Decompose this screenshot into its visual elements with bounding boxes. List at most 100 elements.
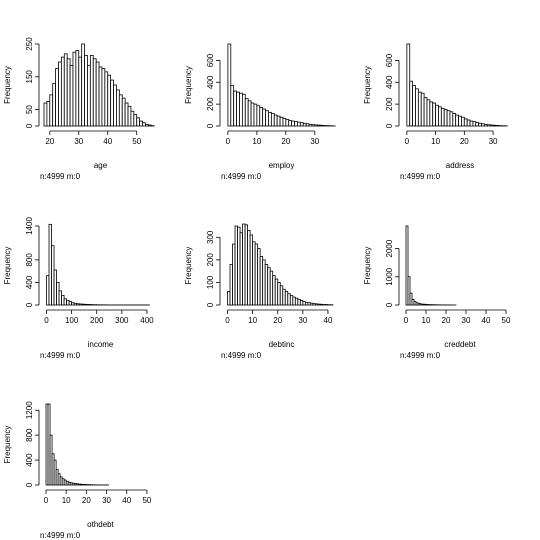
y-tick-label: 0 xyxy=(385,302,394,307)
histogram-bar xyxy=(484,123,488,127)
x-tick-label: 40 xyxy=(103,137,112,146)
histogram-bar xyxy=(478,122,482,127)
histogram-bar xyxy=(486,124,491,127)
sample-size-note: n:4999 m:0 xyxy=(40,531,81,540)
sample-size-note: n:4999 m:0 xyxy=(400,351,441,360)
histogram-bar xyxy=(136,117,141,127)
histogram-bar xyxy=(127,105,132,127)
histogram-bar xyxy=(142,122,146,127)
histogram-bar xyxy=(92,58,97,127)
y-tick-label: 0 xyxy=(25,123,34,128)
y-tick-label: 400 xyxy=(206,75,215,89)
histogram-bar xyxy=(81,43,85,127)
y-tick-label: 1000 xyxy=(385,267,394,285)
sample-size-note: n:4999 m:0 xyxy=(400,172,441,181)
x-tick-label: 0 xyxy=(404,316,409,325)
histogram-bar xyxy=(475,122,480,127)
histogram-bar xyxy=(118,94,123,127)
histogram-bar xyxy=(247,100,252,127)
histogram-bar xyxy=(412,85,416,127)
histogram-bar xyxy=(317,124,322,127)
y-tick-label: 400 xyxy=(385,75,394,89)
histogram-bar xyxy=(268,111,272,127)
x-tick-label: 20 xyxy=(273,316,282,325)
histogram-bar xyxy=(285,119,290,127)
x-tick-label: 30 xyxy=(462,316,471,325)
y-axis-title: Frequency xyxy=(184,247,193,285)
histogram-bar xyxy=(405,225,409,306)
y-tick-label: 200 xyxy=(206,253,215,267)
histogram-bar xyxy=(461,116,465,127)
histogram-bar xyxy=(305,123,310,127)
y-tick-label: 200 xyxy=(385,97,394,111)
histogram-bar xyxy=(299,122,304,127)
histogram-othdebt: 0 10 20 30 40 50 0 400 800 1200 Frequency othdebt n:… xyxy=(3,401,152,540)
histogram-bar xyxy=(145,123,149,127)
histogram-bar xyxy=(87,64,91,127)
y-tick-label: 400 xyxy=(25,275,34,289)
histogram-bar xyxy=(415,88,419,127)
histogram-bar xyxy=(435,104,439,127)
histogram-bar xyxy=(308,123,313,127)
histogram-bar xyxy=(417,91,422,127)
y-tick-label: 50 xyxy=(25,105,34,114)
histogram-bar xyxy=(472,121,477,127)
histogram-bar xyxy=(463,118,468,127)
histogram-bar xyxy=(288,120,293,127)
histogram-debtinc: 0 10 20 30 40 0 100 200 300 Frequency debtinc n:499… xyxy=(184,223,334,360)
histogram-bar xyxy=(314,124,319,127)
x-tick-label: 0 xyxy=(405,137,410,146)
histogram-bar xyxy=(259,107,264,127)
histogram-bar xyxy=(449,111,454,127)
x-tick-label: 200 xyxy=(90,316,104,325)
sample-size-note: n:4999 m:0 xyxy=(40,172,81,181)
histogram-bar xyxy=(227,43,232,127)
y-tick-label: 0 xyxy=(25,302,34,307)
histogram-bar xyxy=(239,92,243,127)
histogram-bar xyxy=(72,51,77,127)
histogram-bar xyxy=(43,102,48,127)
x-tick-label: 20 xyxy=(45,137,54,146)
y-axis-title: Frequency xyxy=(3,66,12,104)
histogram-creddebt: 0 10 20 30 40 50 0 1000 2000 Frequency creddebtn:4… xyxy=(363,225,511,360)
y-tick-label: 300 xyxy=(206,230,215,244)
histogram-bar xyxy=(63,53,68,127)
histogram-bar xyxy=(89,55,94,127)
x-axis-title: othdebt xyxy=(87,520,114,529)
x-axis-title: debtinc xyxy=(269,340,295,349)
histogram-bar xyxy=(443,109,448,127)
histogram-bar xyxy=(84,55,88,127)
histogram-bar xyxy=(438,106,442,127)
histogram-bar xyxy=(423,97,428,127)
y-axis-title: Frequency xyxy=(184,66,193,104)
histogram-bar xyxy=(262,108,266,127)
histogram-bar xyxy=(66,58,71,127)
histogram-bar xyxy=(55,68,59,127)
histogram-bar xyxy=(489,124,494,127)
y-tick-label: 0 xyxy=(385,123,394,128)
histogram-bar xyxy=(466,119,471,127)
x-axis-title: address xyxy=(446,161,474,170)
histogram-bar xyxy=(60,56,65,127)
x-axis-title: age xyxy=(94,161,108,170)
y-tick-label: 0 xyxy=(206,123,215,128)
x-tick-label: 0 xyxy=(44,316,49,325)
sample-size-note: n:4999 m:0 xyxy=(221,351,262,360)
sample-size-note: n:4999 m:0 xyxy=(221,172,262,181)
x-tick-label: 10 xyxy=(248,316,257,325)
histogram-bar xyxy=(244,98,249,127)
x-axis-title: employ xyxy=(269,161,295,170)
y-tick-label: 1400 xyxy=(25,217,34,235)
y-tick-label: 600 xyxy=(206,53,215,67)
histogram-address: 0 10 20 30 0 200 400 600 Frequency address n:4999 … xyxy=(363,43,508,181)
histogram-bar xyxy=(101,68,106,127)
histogram-bar xyxy=(121,97,126,127)
histogram-bar xyxy=(110,79,114,127)
histogram-bar xyxy=(233,90,237,127)
x-tick-label: 30 xyxy=(298,316,307,325)
histogram-bar xyxy=(139,120,143,127)
histogram-bar xyxy=(282,117,287,127)
histogram-bar xyxy=(104,71,109,127)
histogram-bar xyxy=(147,124,152,127)
histogram-bar xyxy=(409,80,414,127)
